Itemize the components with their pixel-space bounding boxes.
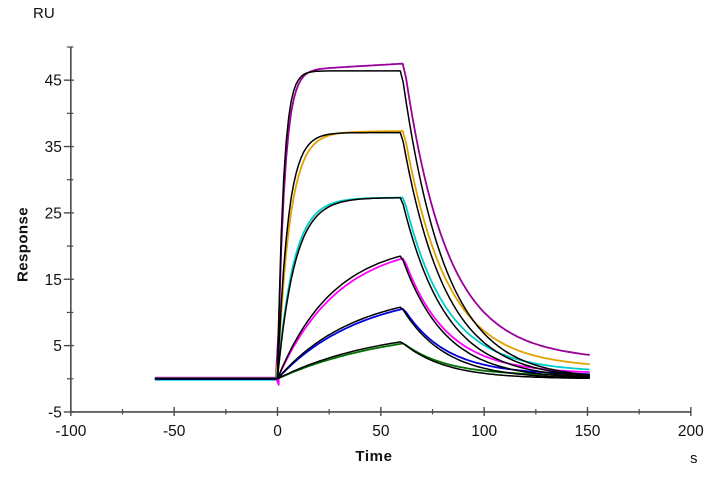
y-tick-label: 45 (45, 73, 62, 90)
y-axis-title: Response (14, 207, 32, 282)
curve-5-data-trace (154, 307, 590, 381)
x-axis-unit-label: s (690, 450, 698, 467)
x-tick-label: 200 (678, 423, 704, 440)
curve-4-fit-trace (154, 255, 590, 380)
curve-1-highest-conc-data-trace (154, 62, 590, 380)
curve-1-highest-conc-fit-trace (154, 70, 590, 380)
curve-3-data-trace (154, 196, 590, 381)
curve-6-lowest-conc-data-trace (154, 342, 590, 380)
x-tick-label: -50 (163, 423, 186, 440)
x-tick-label: 100 (471, 423, 497, 440)
y-tick-label: 5 (53, 338, 62, 355)
curve-5-fit-trace (154, 306, 590, 380)
y-tick-label: -5 (48, 404, 62, 421)
curve-6-lowest-conc-fit-trace (154, 341, 590, 380)
x-tick-label: 0 (273, 423, 282, 440)
y-tick-label: 25 (45, 205, 62, 222)
curve-2-data-trace (154, 130, 590, 381)
x-tick-label: -100 (55, 423, 86, 440)
curve-2-fit-trace (154, 131, 590, 380)
curve-4-data-trace (154, 257, 590, 386)
x-tick-label: 50 (372, 423, 390, 440)
y-tick-label: 15 (45, 272, 62, 289)
x-tick-label: 150 (575, 423, 601, 440)
curve-3-fit-trace (154, 197, 590, 380)
x-axis-title: Time (355, 448, 393, 465)
y-tick-label: 35 (45, 139, 62, 156)
y-axis-unit-label: RU (33, 5, 55, 22)
